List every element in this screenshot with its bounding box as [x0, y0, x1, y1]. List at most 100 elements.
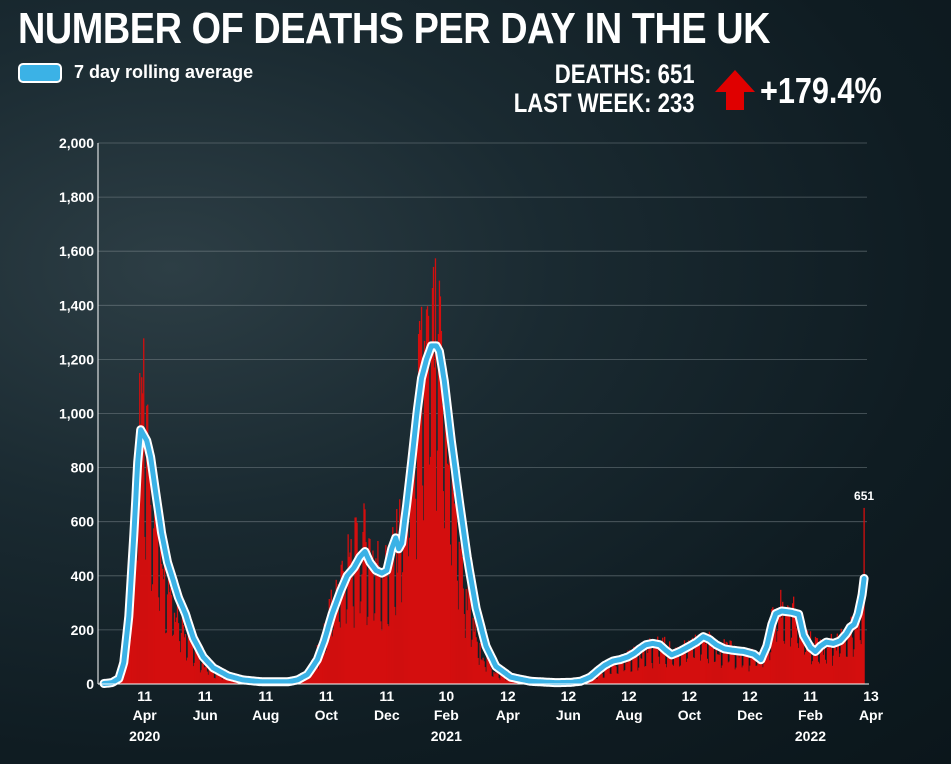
daily-death-bar	[317, 668, 320, 684]
daily-death-bar	[384, 574, 386, 684]
daily-death-bar	[832, 655, 834, 684]
daily-death-bar	[142, 393, 144, 684]
daily-death-bar	[697, 637, 700, 684]
daily-death-bar	[130, 639, 132, 684]
daily-death-bar	[643, 645, 645, 684]
daily-death-bar	[638, 667, 640, 684]
daily-death-bar	[710, 637, 712, 684]
daily-death-bar	[603, 677, 605, 684]
daily-death-bar	[610, 674, 612, 684]
daily-death-bar	[833, 640, 835, 684]
daily-death-bar	[420, 306, 423, 684]
daily-death-bar	[134, 545, 136, 684]
daily-death-bar	[179, 652, 182, 684]
daily-death-bar	[450, 565, 452, 684]
daily-death-bar	[653, 644, 655, 684]
daily-death-bar	[753, 656, 755, 684]
daily-death-bar	[489, 664, 491, 684]
daily-death-bar	[478, 664, 480, 684]
daily-death-bar	[177, 623, 180, 684]
daily-death-bar	[596, 679, 598, 684]
daily-death-bar	[722, 653, 724, 684]
daily-death-bar	[372, 550, 374, 684]
daily-death-bar	[433, 367, 436, 684]
daily-death-bar	[593, 675, 595, 684]
last-week-value: 233	[658, 88, 695, 118]
daily-death-bar	[356, 522, 358, 684]
daily-death-bar	[660, 645, 662, 684]
daily-death-bar	[203, 667, 205, 684]
daily-death-bar	[851, 637, 853, 684]
daily-death-bar	[427, 315, 430, 684]
daily-death-bar	[371, 567, 373, 684]
daily-death-bar	[682, 650, 685, 684]
daily-death-bar	[221, 679, 223, 684]
daily-death-bar	[733, 645, 735, 684]
daily-death-bar	[793, 596, 795, 684]
daily-death-bar	[442, 491, 445, 684]
daily-death-bar	[227, 680, 229, 684]
daily-death-bar	[204, 667, 206, 684]
daily-death-bar	[751, 648, 753, 684]
daily-death-bar	[443, 528, 446, 684]
daily-death-bar	[810, 664, 813, 684]
daily-death-bar	[207, 674, 209, 684]
daily-death-bar	[760, 658, 762, 684]
up-arrow-icon	[715, 70, 755, 110]
daily-death-bar	[414, 498, 417, 684]
daily-death-bar	[641, 659, 643, 684]
daily-death-bar	[840, 628, 842, 684]
daily-death-bar	[185, 660, 188, 684]
daily-death-bar	[174, 621, 177, 684]
daily-death-bar	[739, 647, 741, 684]
daily-death-bar	[184, 634, 187, 684]
daily-death-bar	[686, 658, 689, 684]
daily-death-bar	[435, 510, 438, 684]
daily-death-bar	[475, 637, 477, 684]
daily-death-bar	[763, 663, 765, 684]
daily-death-bar	[364, 509, 366, 684]
daily-death-bar	[196, 647, 198, 684]
daily-death-bar	[781, 617, 783, 684]
daily-death-bar	[418, 321, 421, 684]
daily-death-bar	[706, 658, 708, 684]
daily-death-bar	[155, 521, 158, 684]
daily-death-bar	[677, 652, 680, 684]
daily-death-bar	[210, 664, 212, 684]
y-tick-label: 2,000	[59, 135, 94, 151]
daily-death-bar	[452, 492, 454, 684]
daily-death-bar	[424, 380, 427, 684]
daily-death-bar	[315, 659, 318, 684]
daily-death-bar	[748, 671, 750, 684]
x-tick-day: 11	[137, 688, 152, 704]
y-tick-label: 800	[71, 460, 95, 476]
daily-death-bar	[764, 640, 766, 684]
daily-death-bar	[807, 648, 810, 684]
daily-death-bar	[343, 590, 345, 684]
daily-death-bar	[623, 671, 625, 684]
daily-death-bar	[606, 664, 608, 684]
daily-death-bar	[769, 660, 771, 684]
daily-death-bar	[472, 617, 474, 684]
daily-death-bar	[859, 640, 861, 684]
daily-death-bar	[178, 641, 181, 684]
daily-death-bar	[597, 671, 599, 684]
x-tick-month: Oct	[315, 707, 339, 723]
daily-death-bar	[148, 474, 150, 684]
daily-death-bar	[402, 572, 404, 684]
daily-death-bar	[621, 658, 623, 684]
daily-death-bar	[717, 654, 719, 684]
daily-death-bar	[234, 681, 236, 684]
daily-death-bar	[345, 623, 347, 684]
daily-death-bar	[802, 644, 805, 684]
latest-value-label: 651	[854, 489, 874, 503]
daily-death-bar	[725, 641, 727, 684]
daily-death-bar	[747, 651, 749, 684]
daily-death-bar	[432, 266, 435, 684]
daily-death-bar	[626, 663, 628, 684]
daily-death-bar	[363, 503, 365, 684]
daily-death-bar	[422, 520, 425, 684]
daily-death-bar	[468, 592, 470, 684]
x-tick-month: Aug	[615, 707, 642, 723]
daily-death-bar	[358, 566, 360, 684]
